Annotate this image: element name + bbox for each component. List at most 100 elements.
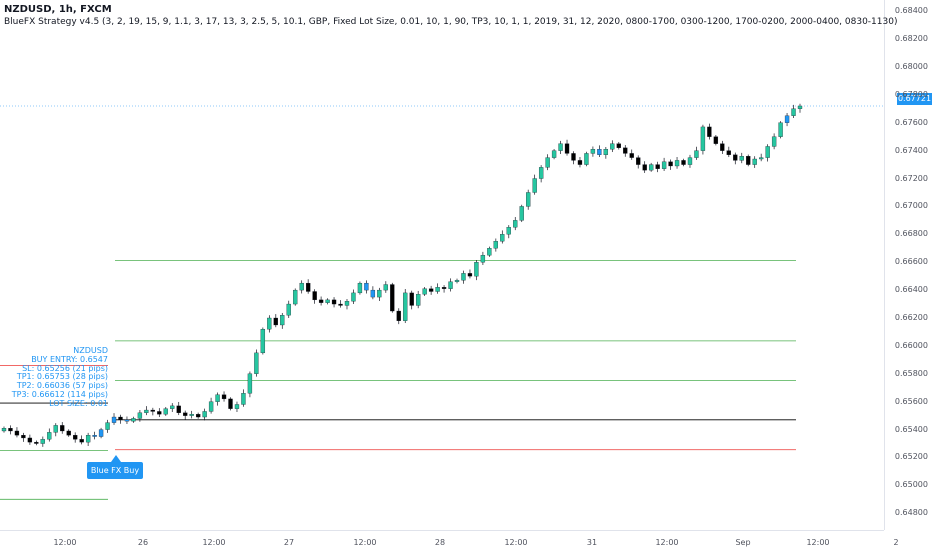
candle-body xyxy=(487,248,492,256)
candle-body xyxy=(551,150,557,158)
candle-body xyxy=(241,393,246,405)
candle-body xyxy=(370,289,376,298)
candle-body xyxy=(383,284,388,291)
candle-body xyxy=(105,422,110,430)
candle-body xyxy=(254,352,259,374)
tp3-text: TP3: 0.66612 (114 pips) xyxy=(11,389,108,399)
candle-body xyxy=(726,150,731,155)
candle-body xyxy=(195,414,201,418)
candle-body xyxy=(53,425,58,433)
x-tick-label: 12:00 xyxy=(806,538,830,547)
candle-body xyxy=(506,227,511,235)
candle-body xyxy=(150,409,156,412)
candle-body xyxy=(538,167,544,179)
candle-body xyxy=(92,435,97,437)
candle-body xyxy=(428,288,434,292)
candle-body xyxy=(47,432,52,440)
candle-body xyxy=(480,255,486,263)
candle-body xyxy=(629,153,634,158)
candle-body xyxy=(267,317,272,330)
candle-body xyxy=(202,411,207,418)
candle-body xyxy=(286,303,291,316)
candle-body xyxy=(144,409,149,413)
candle-body xyxy=(157,411,162,415)
candle-body xyxy=(746,156,751,165)
buy-entry-text: BUY ENTRY: 0.6547 xyxy=(31,354,108,364)
x-tick-label: 31 xyxy=(586,538,598,547)
candle-body xyxy=(526,192,531,207)
candle-body xyxy=(668,161,673,167)
candle-body xyxy=(325,299,330,303)
x-tick-label: 2 xyxy=(893,538,899,547)
candle-body xyxy=(700,126,706,151)
candle-body xyxy=(273,317,278,326)
candle-body xyxy=(713,136,719,144)
y-tick-label: 0.68400 xyxy=(894,6,928,16)
last-price-tag: 0.67721 xyxy=(897,93,932,105)
candle-body xyxy=(60,425,65,432)
candle-body xyxy=(733,154,738,161)
x-tick-label: 28 xyxy=(434,538,446,547)
y-tick-label: 0.68000 xyxy=(894,61,928,71)
y-tick-label: 0.65200 xyxy=(894,452,928,462)
y-tick-label: 0.65800 xyxy=(894,368,928,378)
candle-body xyxy=(403,292,408,321)
candle-body xyxy=(176,405,181,413)
x-tick-label: 12:00 xyxy=(53,538,77,547)
candle-body xyxy=(616,143,621,148)
symbol-line: NZDUSD, 1h, FXCM xyxy=(4,4,112,15)
candle-body xyxy=(759,157,764,160)
candle-body xyxy=(584,153,589,165)
candle-body xyxy=(435,287,440,292)
candle-body xyxy=(648,164,654,171)
candle-body xyxy=(590,149,596,154)
y-tick-label: 0.65400 xyxy=(894,424,928,434)
candle-body xyxy=(752,158,757,165)
candle-body xyxy=(448,281,453,289)
candle-body xyxy=(707,126,712,137)
y-tick-label: 0.67800 xyxy=(894,89,928,99)
candle-body xyxy=(603,149,609,155)
trade-symbol: NZDUSD xyxy=(73,346,108,355)
candle-body xyxy=(79,439,84,443)
candle-body xyxy=(467,273,473,277)
candle-body xyxy=(293,289,298,305)
tp2-text: TP2: 0.66036 (57 pips) xyxy=(16,381,108,391)
candle-body xyxy=(280,315,285,326)
candle-body xyxy=(364,282,369,291)
candle-body xyxy=(312,291,317,301)
candle-body xyxy=(331,299,337,305)
candle-body xyxy=(655,164,660,169)
candle-body xyxy=(454,280,460,282)
candle-body xyxy=(519,206,524,221)
y-tick-label: 0.65600 xyxy=(894,396,928,406)
candle-body xyxy=(318,299,324,303)
candle-body xyxy=(661,161,667,169)
candle-body xyxy=(357,282,363,294)
x-tick-label: Sep xyxy=(735,538,751,547)
candle-body xyxy=(183,412,188,416)
candle-body xyxy=(409,292,414,306)
candle-body xyxy=(765,146,770,158)
candle-body xyxy=(791,108,796,116)
buy-signal-badge[interactable]: Blue FX Buy xyxy=(87,455,143,479)
y-tick-label: 0.66600 xyxy=(894,257,928,267)
candle-body xyxy=(461,273,466,281)
candle-body xyxy=(500,234,505,242)
candle-body xyxy=(351,292,356,302)
candle-body xyxy=(163,408,168,415)
candle-body xyxy=(390,284,395,312)
candle-body xyxy=(98,429,104,437)
candle-body xyxy=(85,435,91,443)
sl-text: SL: 0.65256 (21 pips) xyxy=(22,363,108,373)
candle-body xyxy=(111,416,117,423)
candle-body xyxy=(681,160,686,165)
y-tick-label: 0.68200 xyxy=(894,34,928,44)
candle-body xyxy=(260,329,266,354)
candle-body xyxy=(797,105,803,109)
candle-body xyxy=(34,441,39,444)
candle-body xyxy=(739,156,744,161)
candle-body xyxy=(1,428,7,432)
y-tick-label: 0.66200 xyxy=(894,313,928,322)
